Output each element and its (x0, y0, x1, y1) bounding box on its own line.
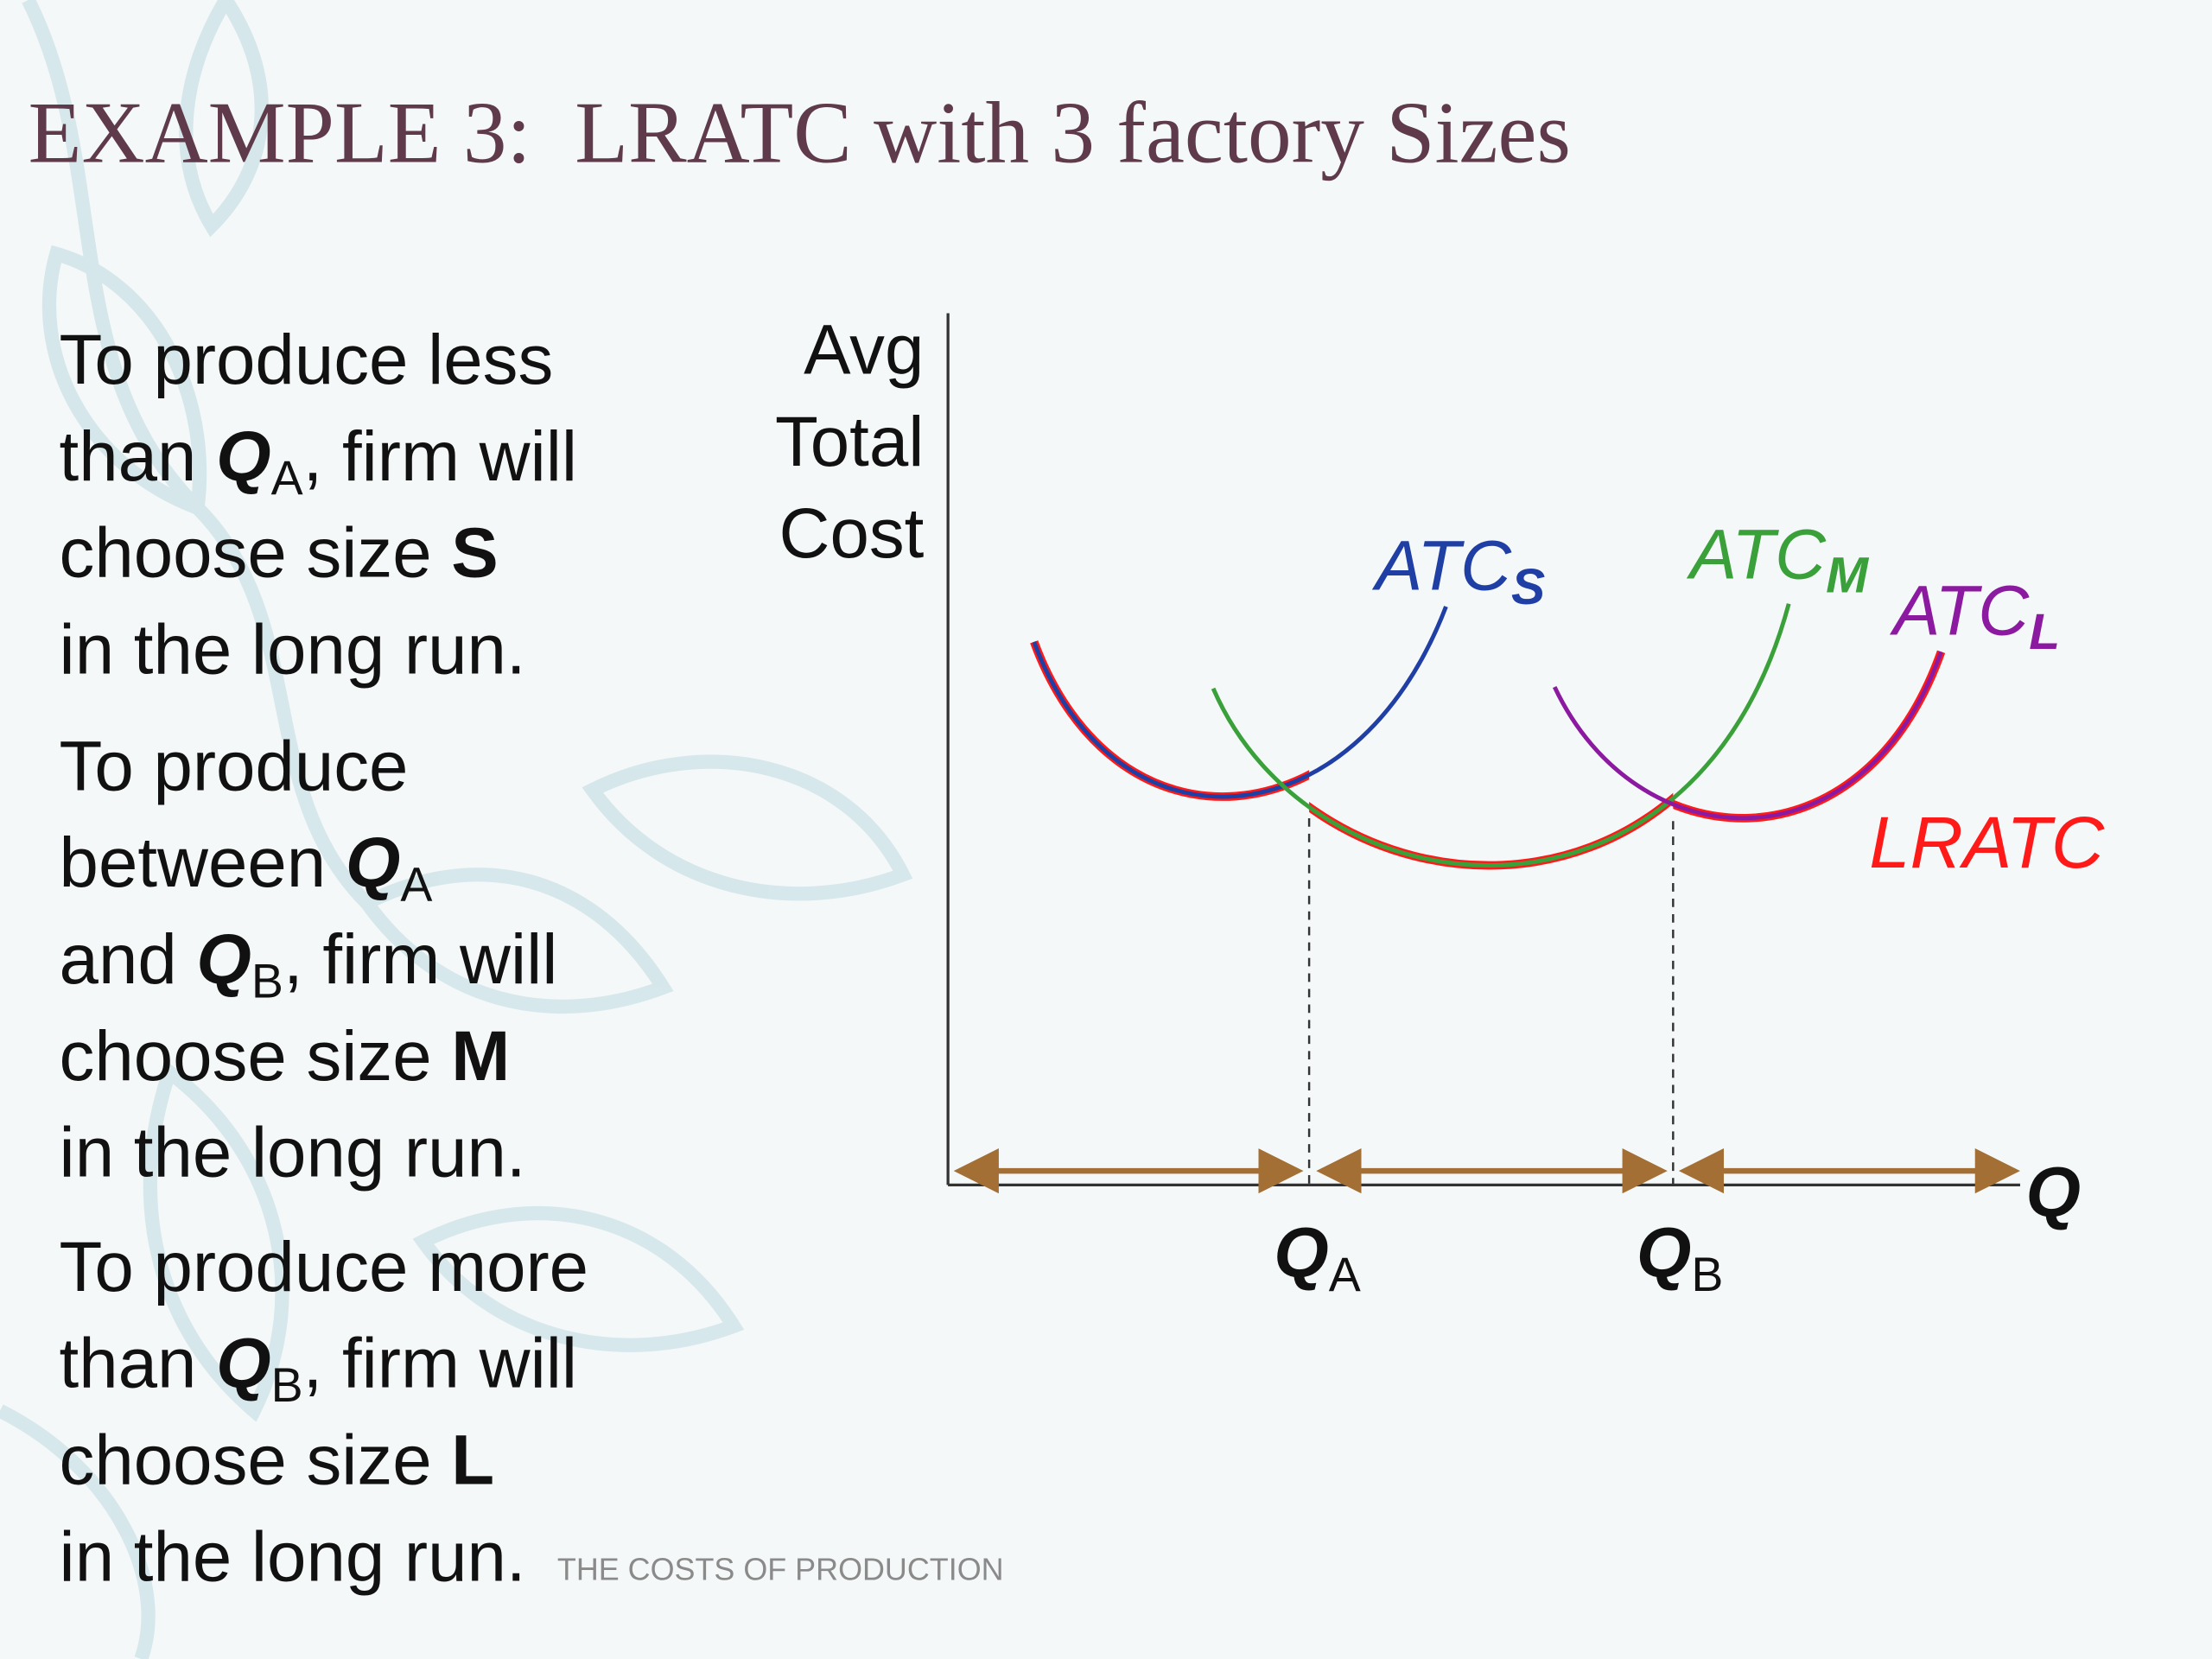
body-line: To produce (60, 727, 409, 805)
quantity-subscript: A (400, 857, 432, 911)
body-text: , firm will (283, 920, 557, 999)
slide-title: EXAMPLE 3: LRATC with 3 factory Sizes (29, 85, 1571, 181)
quantity-symbol: Q (216, 417, 271, 496)
body-text: in the long run. (60, 1517, 526, 1596)
body-line: in the long run. (60, 1517, 526, 1596)
quantity-subscript: B (271, 1358, 303, 1412)
body-text: in the long run. (60, 611, 526, 690)
body-text: choose size (60, 514, 452, 593)
atc-s-curve (1032, 606, 1448, 799)
quantity-label: QA (1274, 1214, 1361, 1301)
size-letter: M (451, 1017, 510, 1096)
curve-label-main: ATC (1889, 572, 2030, 651)
quantity-subscript: A (271, 451, 303, 505)
body-text: To produce more (60, 1228, 589, 1306)
x-axis-label: Q (2025, 1153, 2081, 1231)
leaf (41, 245, 207, 518)
body-line: choose size M (60, 1017, 511, 1096)
body-text: To produce less (60, 321, 554, 399)
curve-label-sub: L (2029, 604, 2060, 660)
body-line: than QA, firm will (60, 417, 577, 505)
body-line: and QB, firm will (60, 920, 558, 1007)
body-text: than (60, 1325, 217, 1403)
body-line: To produce more (60, 1228, 589, 1306)
body-text: , firm will (303, 1325, 577, 1403)
body-text: between (60, 823, 346, 902)
body-line: choose size S (60, 514, 499, 593)
leaf (356, 868, 674, 1014)
leaf-decoration (0, 0, 913, 1659)
body-text: than (60, 417, 217, 496)
curve-label: ATCM (1686, 515, 1869, 603)
curve-label-sub: M (1826, 548, 1869, 604)
size-letter: L (451, 1421, 494, 1500)
y-axis-label: Avg (804, 311, 924, 390)
leaf (179, 0, 269, 238)
footer: THE COSTS OF PRODUCTION (557, 1552, 1004, 1587)
body-line: than QB, firm will (60, 1325, 577, 1412)
leaf (143, 1060, 289, 1422)
leaf (582, 754, 913, 901)
quantity-label: QB (1637, 1214, 1724, 1301)
quantity-label-sub: A (1329, 1248, 1361, 1301)
body-text: choose size (60, 1017, 452, 1096)
curve-label: ATCL (1889, 572, 2060, 660)
y-axis-label: Total (775, 403, 924, 481)
leaf (412, 1205, 745, 1352)
body-line: in the long run. (60, 1114, 526, 1192)
quantity-label-sub: B (1691, 1248, 1723, 1301)
body-line: in the long run. (60, 611, 526, 690)
lratc-label: LRATC (1869, 801, 2105, 883)
body-line: between QA (60, 823, 433, 911)
size-letter: S (451, 514, 498, 593)
curve-label: ATCS (1371, 526, 1545, 614)
quantity-label-main: Q (1274, 1214, 1329, 1293)
quantity-subscript: B (251, 954, 283, 1007)
curve-label-main: ATC (1371, 526, 1512, 605)
body-line: To produce less (60, 321, 554, 399)
atc-m-curve (1211, 603, 1791, 868)
quantity-symbol: Q (346, 823, 401, 902)
quantity-symbol: Q (196, 920, 251, 999)
quantity-symbol: Q (216, 1325, 271, 1403)
curve-label-main: ATC (1686, 515, 1827, 594)
body-text: , firm will (303, 417, 577, 496)
body-text: and (60, 920, 197, 999)
y-axis-label: Cost (779, 494, 925, 573)
body-text: in the long run. (60, 1114, 526, 1192)
body-text: To produce (60, 727, 409, 805)
leaf-stem (0, 1404, 156, 1659)
quantity-label-main: Q (1637, 1214, 1692, 1293)
body-text: choose size (60, 1421, 452, 1500)
curve-label-sub: S (1511, 559, 1545, 615)
atc-l-curve (1552, 651, 1943, 821)
body-line: choose size L (60, 1421, 495, 1500)
